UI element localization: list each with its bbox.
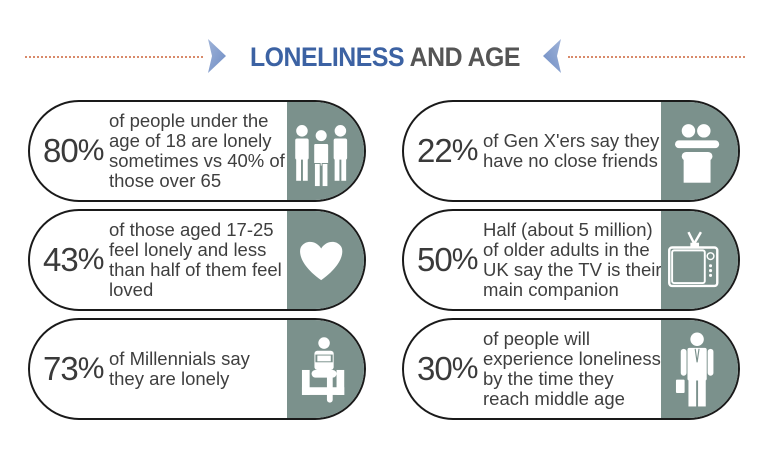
icon-panel	[287, 211, 364, 309]
page-title: LONELINESS AND AGE	[242, 40, 527, 74]
stat-value: 22%	[417, 132, 478, 169]
header: LONELINESS AND AGE	[0, 38, 768, 76]
television-icon	[668, 231, 719, 288]
heart-icon	[300, 241, 343, 281]
stat-card-middle-age: 30% of people will experience loneliness…	[402, 318, 740, 420]
stat-description: of Gen X'ers say they have no close frie…	[483, 130, 660, 171]
title-part-and-age: AND AGE	[409, 42, 521, 72]
businessman-icon	[675, 332, 714, 407]
hug-icon	[675, 124, 720, 183]
person-sitting-with-tablet-icon	[301, 337, 345, 403]
stat-card-aged-17-25: 43% of those aged 17-25 feel lonely and …	[28, 209, 366, 311]
icon-panel	[661, 102, 738, 200]
stat-value: 30%	[417, 350, 478, 387]
stat-description: of those aged 17-25 feel lonely and less…	[109, 219, 282, 300]
icon-panel	[287, 320, 364, 418]
stat-card-gen-x: 22% of Gen X'ers say they have no close …	[402, 100, 740, 202]
stat-description: Half (about 5 million) of older adults i…	[483, 219, 662, 300]
stat-value: 80%	[43, 132, 104, 169]
stat-description: of Millennials say they are lonely	[109, 348, 250, 389]
header-divider-right	[568, 56, 745, 58]
icon-panel	[661, 211, 738, 309]
stat-description: of people under the age of 18 are lonely…	[109, 110, 285, 191]
header-divider-left	[25, 56, 203, 58]
stat-card-older-adults-tv: 50% Half (about 5 million) of older adul…	[402, 209, 740, 311]
stat-value: 73%	[43, 350, 104, 387]
group-of-people-icon	[295, 125, 348, 188]
icon-panel	[287, 102, 364, 200]
stat-value: 43%	[43, 241, 104, 278]
stat-description: of people will experience loneliness by …	[483, 328, 661, 409]
right-arrow-icon	[208, 39, 226, 73]
left-arrow-icon	[543, 39, 561, 73]
stat-card-millennials: 73% of Millennials say they are lonely	[28, 318, 366, 420]
stat-value: 50%	[417, 241, 478, 278]
icon-panel	[661, 320, 738, 418]
title-part-loneliness: LONELINESS	[249, 42, 405, 72]
stat-card-under-18: 80% of people under the age of 18 are lo…	[28, 100, 366, 202]
